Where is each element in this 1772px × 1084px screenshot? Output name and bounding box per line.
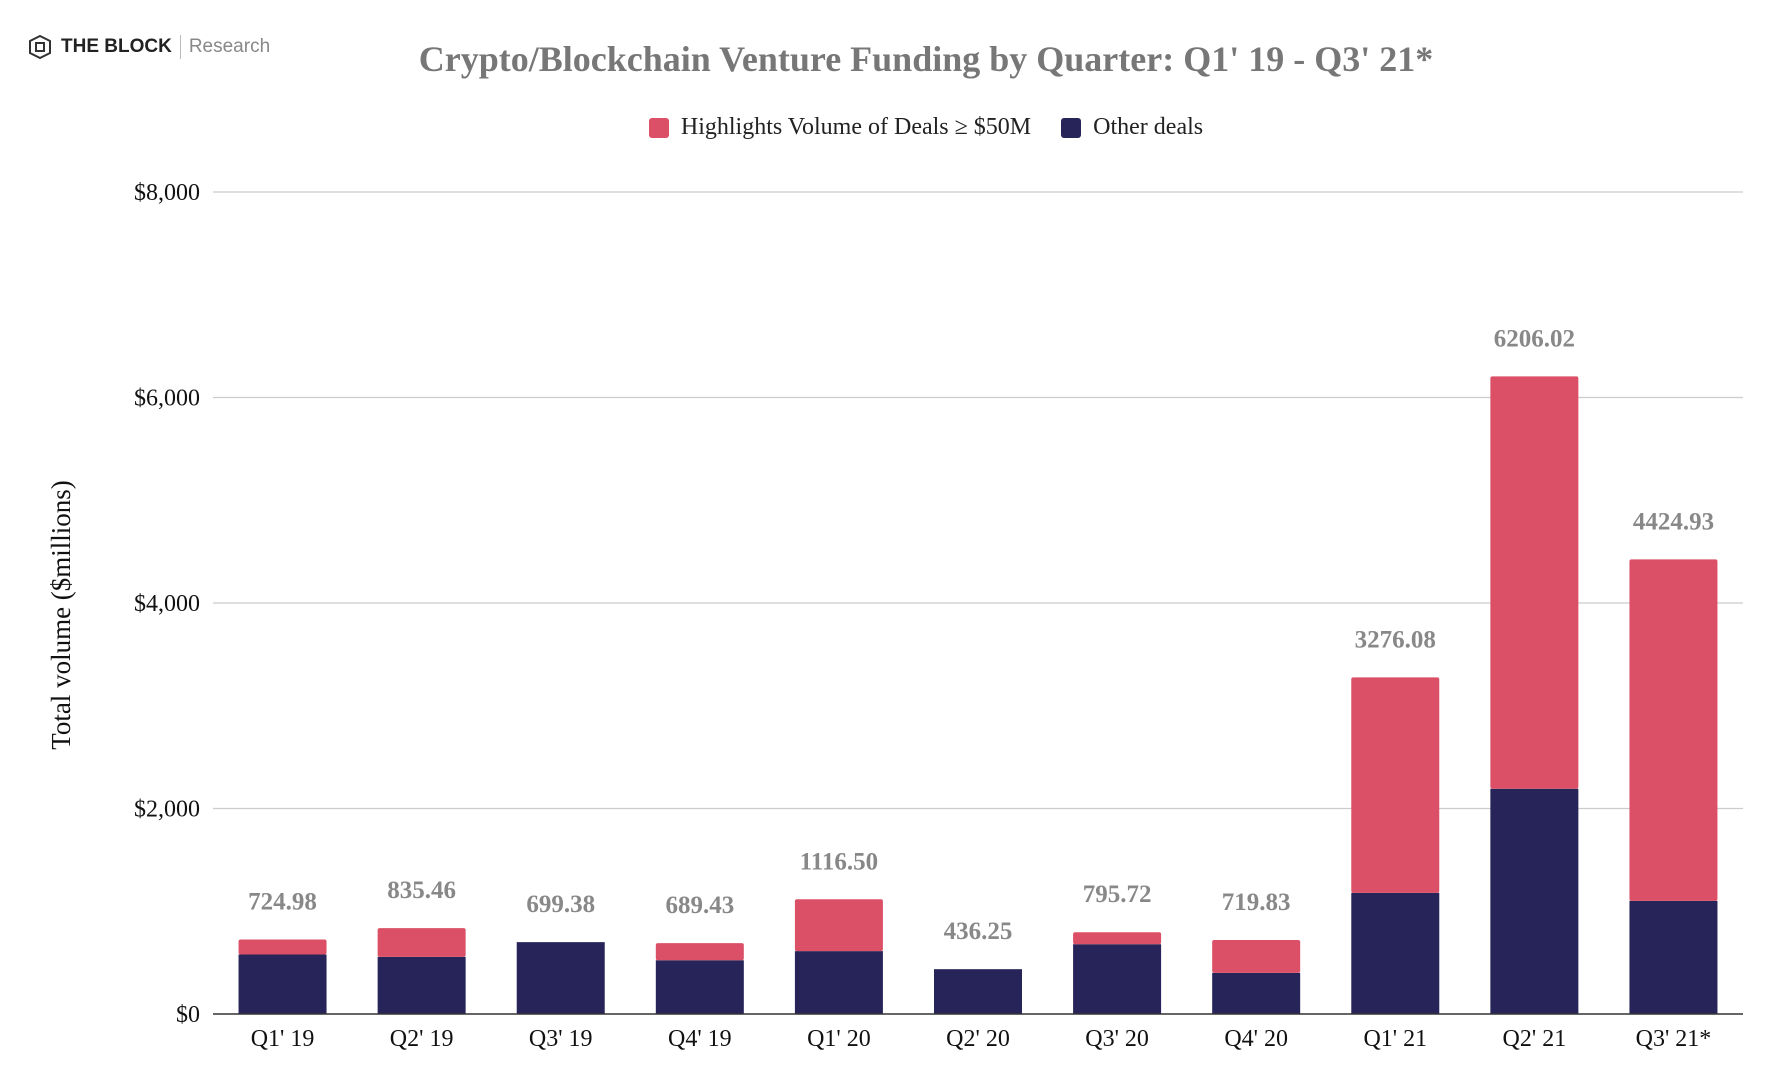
y-tick-label: $0 [176,1002,200,1028]
bar-highlights [1212,940,1301,973]
bar-other-deals [1073,944,1162,1014]
chart-title: Crypto/Blockchain Venture Funding by Qua… [418,39,1434,79]
data-label: 3276.08 [1355,626,1436,653]
legend-label-other: Other deals [1093,114,1204,140]
bar-other-deals [1212,972,1301,1014]
legend-label-highlights: Highlights Volume of Deals ≥ $50M [680,114,1032,140]
x-tick-label: Q2' 21 [1503,1026,1567,1052]
y-tick-label: $6,000 [134,386,200,412]
legend-swatch-other [1061,117,1082,138]
x-tick-label: Q1' 19 [251,1026,315,1052]
bar-other-deals [794,951,883,1014]
data-label: 699.38 [526,891,595,918]
x-tick-label: Q1' 21 [1363,1026,1427,1052]
bar-highlights [655,943,744,961]
x-tick-label: Q3' 19 [529,1026,593,1052]
y-axis-label: Total volume ($millions) [46,480,76,750]
x-tick-label: Q3' 21* [1636,1026,1712,1052]
data-label: 1116.50 [800,848,879,875]
bar-highlights [1629,559,1718,901]
y-tick-label: $4,000 [134,591,200,617]
bar-other-deals [377,956,466,1014]
x-tick-label: Q4' 20 [1224,1026,1288,1052]
bar-highlights [794,899,883,952]
data-label: 689.43 [665,892,734,919]
legend-swatch-highlights [648,117,669,138]
data-label: 724.98 [248,889,317,916]
bar-other-deals [238,954,327,1014]
legend-item-other: Other deals [1061,114,1203,141]
cube-logo-icon [29,34,51,60]
brand-sub: Research [188,36,271,57]
x-tick-label: Q1' 20 [807,1026,871,1052]
data-label: 4424.93 [1633,508,1714,535]
bar-highlights [1351,677,1440,893]
divider [179,35,181,59]
bar-highlights [238,939,327,955]
logo: THE BLOCK Research [27,34,270,60]
data-label: 436.25 [944,918,1013,945]
bar-other-deals [1490,788,1579,1014]
data-label: 6206.02 [1494,325,1575,352]
x-tick-label: Q3' 20 [1085,1026,1149,1052]
x-tick-label: Q4' 19 [668,1026,732,1052]
bar-highlights [1073,932,1162,945]
bar-other-deals [1629,900,1718,1014]
data-label: 719.83 [1222,889,1291,916]
x-tick-label: Q2' 19 [390,1026,454,1052]
bar-highlights [1490,376,1579,789]
bar-other-deals [1351,892,1440,1014]
data-label: 795.72 [1083,881,1152,908]
bar-other-deals [655,960,744,1014]
bar-other-deals [516,942,605,1014]
y-tick-label: $8,000 [134,180,200,206]
x-tick-label: Q2' 20 [946,1026,1010,1052]
bar-other-deals [934,969,1022,1014]
bar-highlights [377,928,466,957]
y-tick-label: $2,000 [134,797,200,823]
data-label: 835.46 [387,877,456,904]
brand-name: THE BLOCK [61,36,172,57]
legend-item-highlights: Highlights Volume of Deals ≥ $50M [648,114,1032,141]
legend: Highlights Volume of Deals ≥ $50M Other … [0,114,1772,141]
